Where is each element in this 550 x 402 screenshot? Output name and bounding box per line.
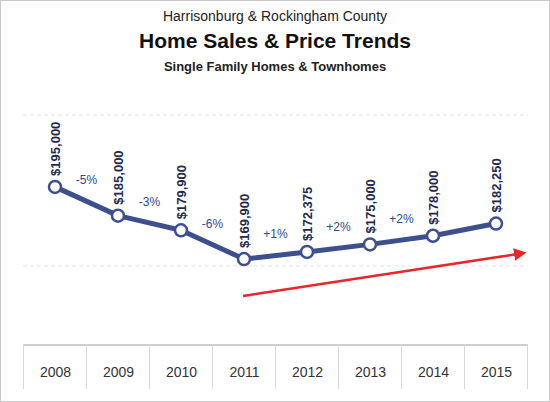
change-label: -6% xyxy=(202,217,224,231)
x-tick-label: 2011 xyxy=(229,364,259,380)
point xyxy=(112,210,124,222)
grid-line xyxy=(23,115,528,116)
point xyxy=(364,238,376,250)
data-label: $175,000 xyxy=(363,179,378,233)
annotations: -5% -3% -6% +1% +2% +2% xyxy=(76,173,414,241)
x-tick-label: 2013 xyxy=(355,364,386,380)
x-tick: 2015 xyxy=(481,345,512,380)
x-tick: 2012 xyxy=(292,345,323,380)
x-tick: 2008 xyxy=(40,345,71,380)
x-tick-label: 2015 xyxy=(481,364,512,380)
frame xyxy=(1,1,550,402)
x-axis: 2008 2009 2010 2011 2012 2013 2014 2015 xyxy=(40,345,512,380)
chart: Harrisonburg & Rockingham County Home Sal… xyxy=(0,0,550,402)
x-separator xyxy=(464,345,465,389)
x-tick-label: 2012 xyxy=(292,364,323,380)
x-separator xyxy=(23,345,24,389)
x-separators xyxy=(24,345,528,389)
point xyxy=(427,230,439,242)
x-tick-label: 2010 xyxy=(166,364,197,380)
x-tick: 2013 xyxy=(355,345,386,380)
point xyxy=(49,181,61,193)
point xyxy=(238,253,250,265)
data-label: $169,900 xyxy=(237,194,252,248)
x-tick-label: 2009 xyxy=(103,364,134,380)
x-separator xyxy=(212,345,213,389)
data-label: $178,000 xyxy=(426,171,441,225)
change-label: +2% xyxy=(389,212,414,226)
data-labels: $195,000 $185,000 $179,900 $169,900 $172,375… xyxy=(48,122,504,248)
trend-arrow xyxy=(243,253,524,296)
x-tick-label: 2014 xyxy=(418,364,449,380)
change-label: +1% xyxy=(263,227,288,241)
data-label: $185,000 xyxy=(111,150,126,204)
x-tick: 2011 xyxy=(229,345,259,380)
x-separator xyxy=(338,345,339,389)
x-separator xyxy=(149,345,150,389)
point xyxy=(301,246,313,258)
y-grid xyxy=(23,115,528,345)
data-label: $195,000 xyxy=(48,122,63,176)
grid-line xyxy=(23,265,528,266)
x-tick-label: 2008 xyxy=(40,364,71,380)
x-separator xyxy=(86,345,87,389)
change-label: -3% xyxy=(139,195,161,209)
point xyxy=(490,218,502,230)
data-label: $179,900 xyxy=(174,165,189,219)
point xyxy=(175,224,187,236)
title: Home Sales & Price Trends xyxy=(139,29,411,52)
x-separator xyxy=(275,345,276,389)
x-tick: 2014 xyxy=(418,345,449,380)
x-tick: 2009 xyxy=(103,345,134,380)
x-separator xyxy=(401,345,402,389)
subtitle: Single Family Homes & Townhomes xyxy=(164,59,386,74)
data-label: $182,250 xyxy=(489,158,504,212)
data-label: $172,375 xyxy=(300,187,315,241)
x-separator xyxy=(527,345,528,389)
change-label: +2% xyxy=(326,220,351,234)
change-label: -5% xyxy=(76,173,98,187)
x-tick: 2010 xyxy=(166,345,197,380)
supertitle: Harrisonburg & Rockingham County xyxy=(163,8,387,24)
